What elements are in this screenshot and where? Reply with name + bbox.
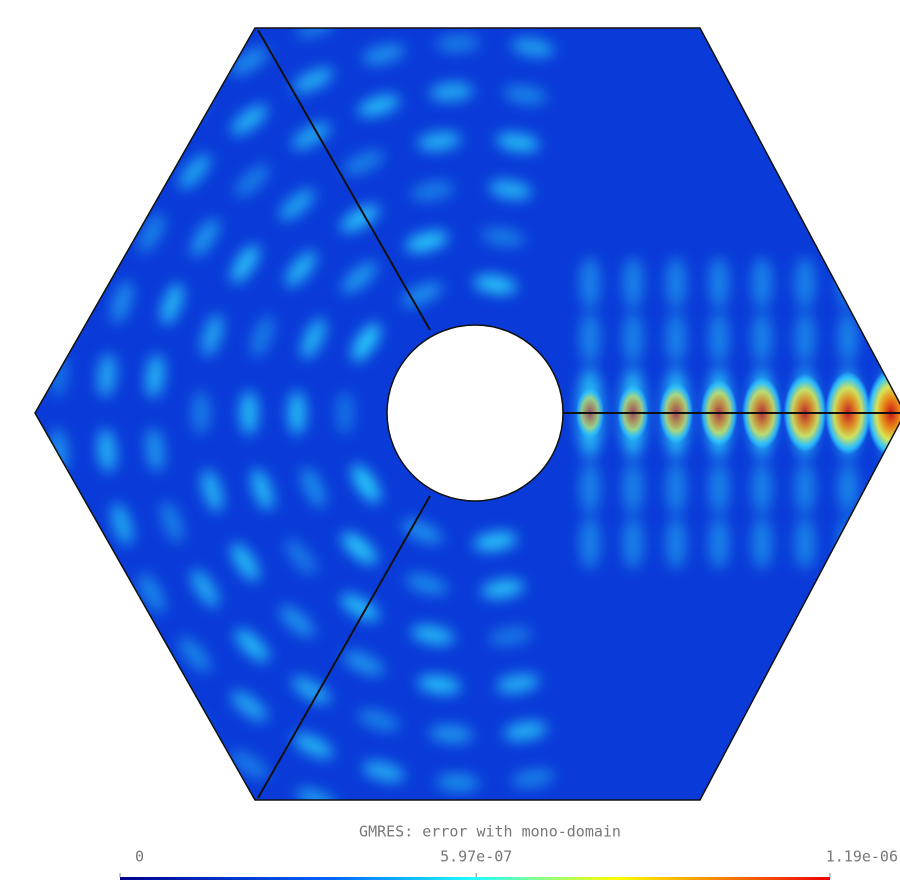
wave-blob <box>795 517 815 569</box>
wave-blob <box>881 257 900 309</box>
wave-blob <box>119 141 160 187</box>
wave-blob <box>336 391 354 435</box>
wave-blob <box>838 517 858 569</box>
wave-blob <box>752 312 772 364</box>
wave-blob <box>288 391 306 435</box>
wave-blob <box>366 0 413 17</box>
wave-blob <box>623 312 643 364</box>
wave-blob <box>297 837 344 869</box>
hole <box>387 325 563 501</box>
wave-blob <box>58 502 87 549</box>
wave-blob <box>666 257 686 309</box>
tick-label: 0 <box>135 848 144 866</box>
wave-blob <box>164 759 210 800</box>
wave-blob <box>795 312 815 364</box>
wave-blob <box>709 312 729 364</box>
wave-blob <box>881 517 900 569</box>
colorbar-ticks: 0 5.97e-07 1.19e-06 <box>120 848 898 878</box>
wave-blob <box>192 391 210 435</box>
wave-blob <box>31 203 65 251</box>
wave-blob <box>110 76 153 121</box>
tick-label: 5.97e-07 <box>440 848 512 866</box>
wave-blob <box>9 276 37 323</box>
wave-blob <box>82 206 117 253</box>
wave-blob <box>709 257 729 309</box>
wave-blob <box>666 517 686 569</box>
wave-blob <box>580 517 600 569</box>
wave-blob <box>709 462 729 514</box>
colorbar <box>120 877 830 880</box>
wave-blob <box>752 517 772 569</box>
chart: GMRES: error with mono-domain 0 5.97e-07 1… <box>0 0 900 883</box>
wave-blob <box>31 576 65 624</box>
wave-blob <box>752 462 772 514</box>
wave-blob <box>580 257 600 309</box>
wave-blob <box>838 257 858 309</box>
wave-blob <box>227 0 274 23</box>
wave-blob <box>623 517 643 569</box>
wave-blob <box>752 257 772 309</box>
wave-blob <box>227 803 274 840</box>
wave-blob <box>119 638 160 684</box>
wave-blob <box>65 136 104 183</box>
wave-blob <box>709 517 729 569</box>
wave-blob <box>58 277 87 324</box>
wave-blob <box>65 643 104 690</box>
wave-blob <box>82 573 117 620</box>
wave-blob <box>580 462 600 514</box>
wave-blob <box>110 705 153 750</box>
wave-blob <box>442 0 486 5</box>
wave-blob <box>0 352 21 397</box>
page: GMRES: error with mono-domain 0 5.97e-07 1… <box>0 0 900 883</box>
wave-blob <box>623 462 643 514</box>
wave-blob <box>580 312 600 364</box>
wave-blob <box>666 312 686 364</box>
colorbar-title: GMRES: error with mono-domain <box>359 823 621 841</box>
wave-blob <box>881 462 900 514</box>
wave-blob <box>623 257 643 309</box>
wave-blob <box>881 312 900 364</box>
wave-blob <box>0 429 21 474</box>
wave-blob <box>517 0 563 12</box>
wave-blob <box>795 462 815 514</box>
wave-blob <box>449 870 493 883</box>
wave-blob <box>164 26 210 67</box>
wave-blob <box>240 391 258 435</box>
wave-blob <box>9 503 37 550</box>
tick-label: 1.19e-06 <box>826 848 898 866</box>
wave-blob <box>795 257 815 309</box>
wave-blob <box>666 462 686 514</box>
